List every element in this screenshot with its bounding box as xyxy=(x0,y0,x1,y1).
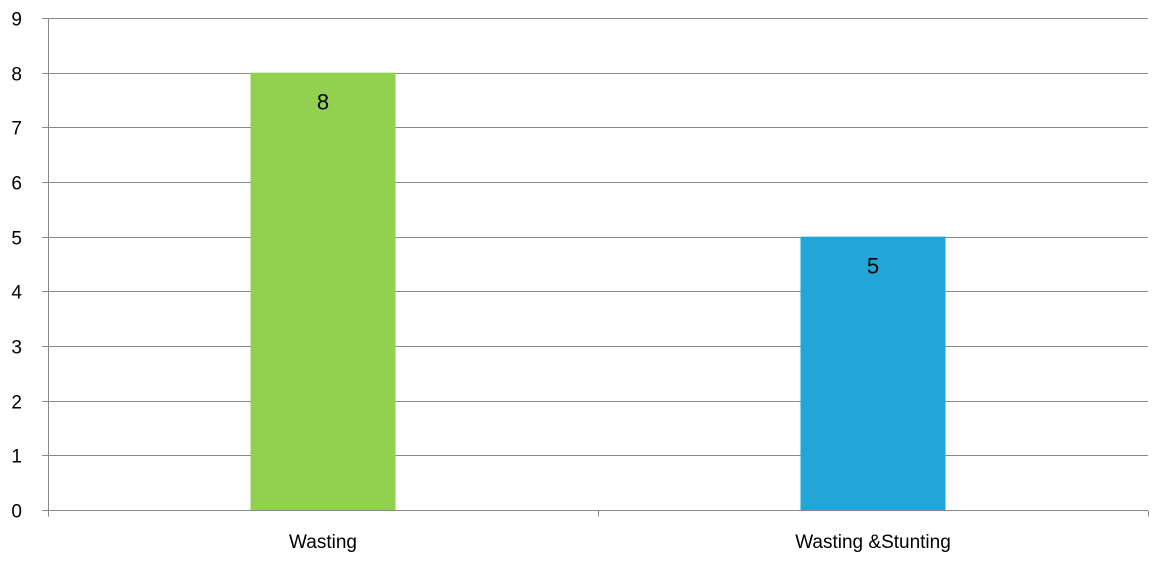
x-category-label: Wasting &Stunting xyxy=(795,532,951,553)
data-label: 5 xyxy=(867,254,879,279)
bars xyxy=(250,72,946,511)
y-tick-label: 9 xyxy=(11,10,22,31)
y-tick-label: 8 xyxy=(11,65,22,86)
axes xyxy=(42,18,1149,517)
labels: 0 1 2 3 4 5 6 7 8 9 8 Wasting 5 Wasting &Stunting xyxy=(11,10,950,554)
bar-0 xyxy=(250,72,396,511)
y-tick-label: 2 xyxy=(11,393,22,414)
y-tick-label: 3 xyxy=(11,338,22,359)
y-tick-label: 6 xyxy=(11,174,22,195)
bar-1 xyxy=(800,236,946,510)
y-tick-label: 7 xyxy=(11,119,22,140)
y-tick-label: 1 xyxy=(11,447,22,468)
y-tick-label: 5 xyxy=(11,229,22,250)
y-tick-label: 0 xyxy=(11,502,22,523)
y-tick-label: 4 xyxy=(11,283,22,304)
x-category-label: Wasting xyxy=(289,532,357,553)
data-label: 8 xyxy=(317,90,329,115)
gridlines xyxy=(48,18,1148,456)
